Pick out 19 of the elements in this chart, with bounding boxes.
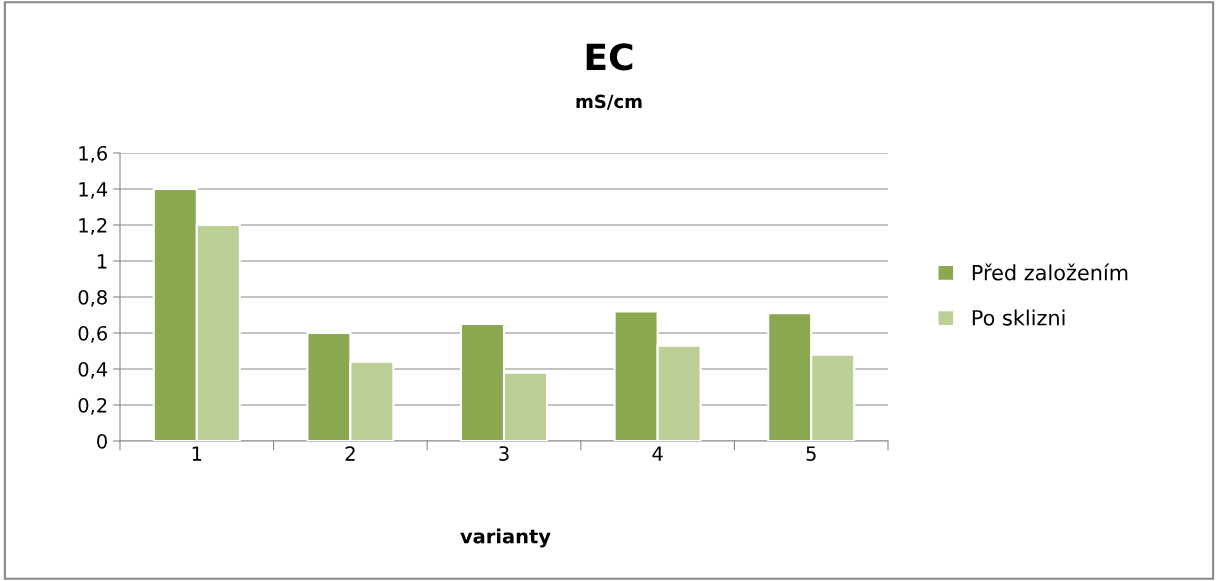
y-tick-label: 0,8	[78, 289, 107, 307]
x-tick-label: 1	[192, 446, 202, 461]
chart-subtitle: mS/cm	[576, 94, 642, 110]
y-tick-label: 0	[97, 433, 107, 449]
x-axis-title: varianty	[460, 528, 551, 548]
chart-title: EC	[586, 43, 633, 71]
y-tick-label: 0,2	[78, 397, 107, 415]
y-tick-label: 1,6	[79, 145, 107, 163]
legend-label: Před založením	[972, 263, 1128, 281]
x-tick-label: 4	[652, 446, 663, 461]
y-tick-label: 0,6	[78, 325, 107, 343]
x-tick-label: 5	[806, 446, 816, 461]
y-tick-label: 1,4	[79, 182, 108, 199]
x-tick-label: 3	[499, 446, 509, 461]
y-tick-label: 1	[97, 254, 107, 269]
legend-label: Po sklizni	[972, 309, 1065, 326]
x-tick-label: 2	[345, 446, 355, 461]
y-tick-label: 1,2	[79, 217, 107, 235]
y-tick-label: 0,4	[78, 361, 108, 379]
